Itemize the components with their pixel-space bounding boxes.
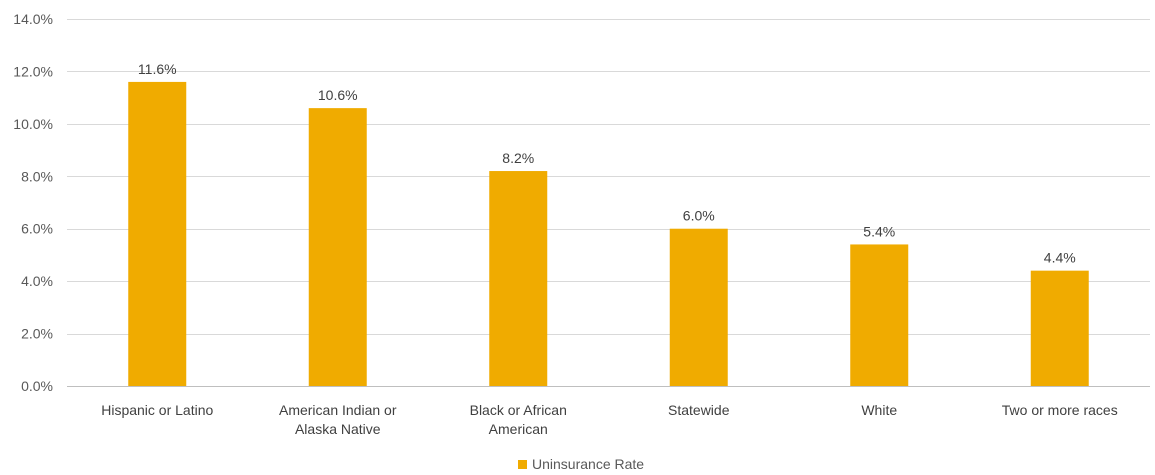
y-tick-label: 8.0% <box>21 168 53 184</box>
y-tick-label: 6.0% <box>21 221 53 237</box>
data-label: 10.6% <box>318 87 358 103</box>
x-category-label: Black or African American <box>470 402 567 437</box>
legend-swatch <box>518 460 527 469</box>
legend-label: Uninsurance Rate <box>532 456 644 472</box>
y-tick-label: 4.0% <box>21 273 53 289</box>
data-label: 6.0% <box>683 208 715 224</box>
data-label: 8.2% <box>502 150 534 166</box>
x-category-label: Hispanic or Latino <box>101 402 213 418</box>
x-category-label: White <box>861 402 897 418</box>
bar <box>850 244 909 386</box>
data-label: 5.4% <box>863 223 895 239</box>
y-tick-label: 14.0% <box>13 11 53 27</box>
x-axis-category-labels: Hispanic or Latino American Indian or Alas… <box>101 402 1118 437</box>
bar <box>308 108 367 386</box>
bar <box>489 171 548 386</box>
bar <box>128 81 187 387</box>
y-tick-label: 10.0% <box>13 116 53 132</box>
bars <box>128 81 1089 387</box>
bar <box>669 228 728 386</box>
legend: Uninsurance Rate <box>518 456 644 472</box>
gridlines <box>67 19 1150 387</box>
y-axis-tick-labels: 0.0% 2.0% 4.0% 6.0% 8.0% 10.0% 12.0% 14.0% <box>13 11 53 394</box>
x-category-label: Two or more races <box>1002 402 1118 418</box>
y-tick-label: 2.0% <box>21 326 53 342</box>
y-tick-label: 12.0% <box>13 63 53 79</box>
y-tick-label: 0.0% <box>21 378 53 394</box>
x-category-label: American Indian or Alaska Native <box>279 402 397 437</box>
data-labels: 11.6% 10.6% 8.2% 6.0% 5.4% 4.4% <box>138 61 1076 266</box>
x-category-label: Statewide <box>668 402 730 418</box>
data-label: 11.6% <box>138 61 177 77</box>
bar <box>1030 270 1089 386</box>
data-label: 4.4% <box>1044 250 1076 266</box>
